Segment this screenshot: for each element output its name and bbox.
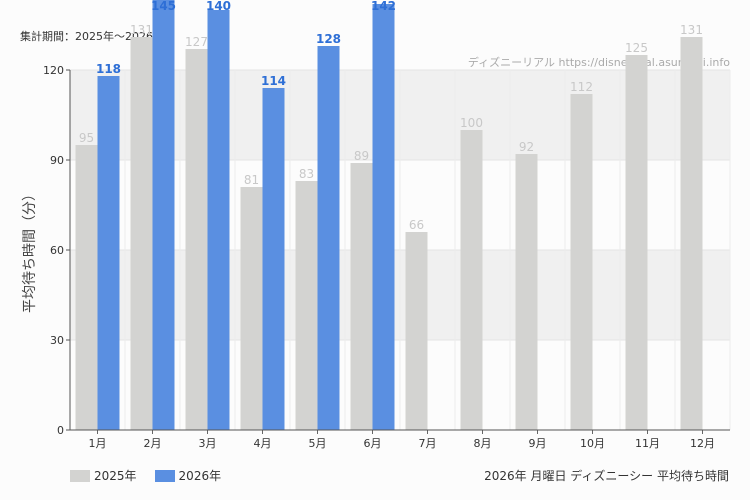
x-tick-label: 12月 [690, 437, 715, 450]
source-label: ディズニーリアル https://disneyreal.asumirai.inf… [467, 56, 730, 69]
bar-2025 [460, 130, 483, 430]
y-tick-label: 0 [57, 424, 64, 437]
x-tick-label: 11月 [635, 437, 660, 450]
x-tick-label: 9月 [529, 437, 547, 450]
data-label-2025: 112 [570, 80, 593, 94]
legend-item-2025[interactable]: 2025年 [70, 467, 137, 484]
x-tick-label: 5月 [309, 437, 327, 450]
data-label-2025: 100 [460, 116, 483, 130]
legend-swatch-2026 [154, 469, 175, 482]
data-label-2026: 145 [151, 0, 176, 13]
bar-2025 [625, 55, 648, 430]
legend-label-2026: 2026年 [178, 469, 222, 483]
legend-label-2025: 2025年 [94, 469, 137, 483]
bar-2025 [240, 187, 263, 430]
bar-2026 [262, 88, 285, 430]
data-label-2025: 81 [244, 173, 259, 187]
bar-2025 [405, 232, 428, 430]
x-tick-label: 7月 [419, 437, 437, 450]
y-axis-title: 平均待ち時間（分） [22, 187, 38, 313]
data-label-2025: 95 [79, 131, 94, 145]
legend-swatch-2025 [70, 469, 90, 482]
y-tick-label: 30 [50, 334, 64, 347]
x-tick-label: 3月 [199, 437, 217, 450]
legend-item-2026[interactable]: 2026年 [154, 467, 222, 484]
bar-2026 [152, 0, 175, 430]
bar-2025 [350, 163, 373, 430]
bar-2025 [295, 181, 318, 430]
data-label-2026: 142 [371, 0, 396, 13]
bar-2026 [372, 4, 395, 430]
y-tick-label: 90 [50, 154, 64, 167]
data-label-2025: 127 [185, 35, 208, 49]
bar-2025 [570, 94, 593, 430]
bar-2025 [75, 145, 98, 430]
x-tick-label: 4月 [254, 437, 272, 450]
data-label-2025: 92 [519, 140, 534, 154]
data-label-2025: 131 [680, 23, 703, 37]
data-label-2025: 131 [130, 23, 153, 37]
data-label-2026: 118 [96, 62, 121, 76]
chart-title: 2026年 月曜日 ディズニーシー 平均待ち時間 [484, 469, 729, 483]
bar-2026 [207, 10, 230, 430]
x-tick-label: 8月 [474, 437, 492, 450]
y-tick-label: 60 [50, 244, 64, 257]
x-tick-label: 1月 [89, 437, 107, 450]
data-label-2025: 89 [354, 149, 369, 163]
bar-2026 [97, 76, 120, 430]
data-label-2026: 128 [316, 32, 341, 46]
data-label-2026: 140 [206, 0, 231, 13]
data-label-2025: 66 [409, 218, 424, 232]
data-label-2025: 125 [625, 41, 648, 55]
bar-2026 [317, 46, 340, 430]
legend: 2025年 2026年 [70, 467, 221, 484]
bar-2025 [130, 37, 153, 430]
y-tick-label: 120 [43, 64, 64, 77]
bar-2025 [680, 37, 703, 430]
x-tick-label: 10月 [580, 437, 605, 450]
bar-2025 [515, 154, 538, 430]
data-label-2025: 83 [299, 167, 314, 181]
x-tick-label: 6月 [364, 437, 382, 450]
bar-2025 [185, 49, 208, 430]
data-label-2026: 114 [261, 74, 286, 88]
x-tick-label: 2月 [144, 437, 162, 450]
